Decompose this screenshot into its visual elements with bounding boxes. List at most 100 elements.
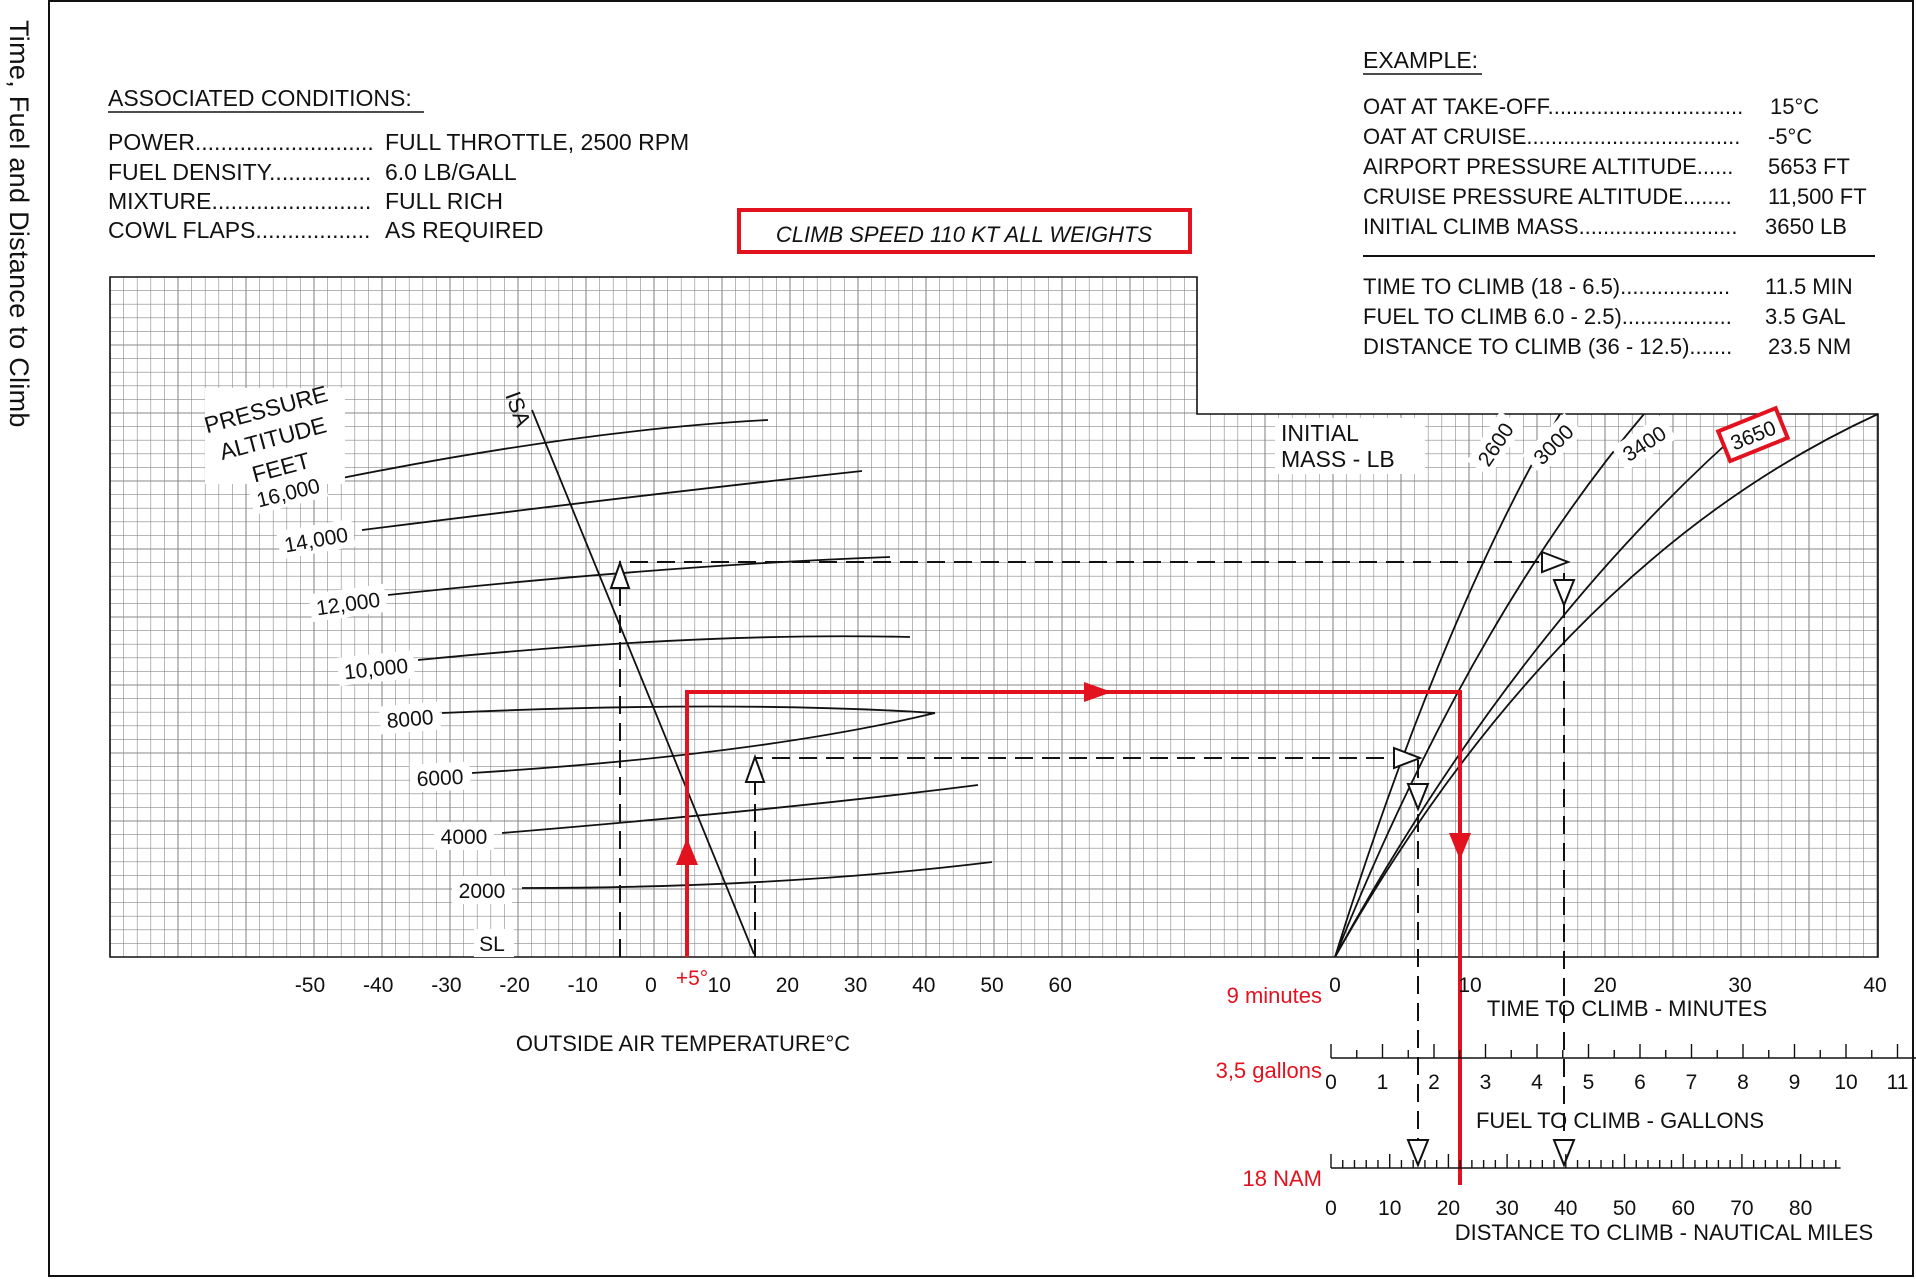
example-result-value: 23.5 NM — [1768, 334, 1851, 359]
time-axis-label: TIME TO CLIMB - MINUTES — [1487, 996, 1767, 1021]
red-time-note: 9 minutes — [1227, 983, 1322, 1008]
mass-curve-3400 — [1334, 413, 1761, 958]
altitude-labels: 16,000 14,000 12,000 10,000 8000 6000 40… — [247, 469, 514, 957]
distance-tick-label: 60 — [1672, 1197, 1695, 1220]
fuel-tick-label: 3 — [1480, 1071, 1492, 1094]
distance-tick-label: 40 — [1554, 1197, 1577, 1220]
altitude-curve-8000 — [441, 705, 936, 714]
altitude-title-bg — [205, 388, 345, 484]
mass-curve-2600 — [1334, 413, 1561, 958]
red-temperature-note: +5° — [676, 967, 708, 990]
altitude-curve-4000 — [501, 784, 979, 834]
condition-value: FULL RICH — [385, 188, 503, 214]
climb-speed-label: CLIMB SPEED 110 KT ALL WEIGHTS — [776, 222, 1152, 247]
distance-tick-label: 20 — [1437, 1197, 1460, 1220]
oat-axis-label: OUTSIDE AIR TEMPERATURE°C — [516, 1031, 850, 1056]
chart-grid — [109, 276, 1879, 958]
example-label: INITIAL CLIMB MASS......................… — [1363, 214, 1737, 239]
time-tick-label: 0 — [1329, 974, 1341, 997]
example-result-label: DISTANCE TO CLIMB (36 - 12.5)....... — [1363, 334, 1732, 359]
fuel-tick-label: 0 — [1325, 1071, 1337, 1094]
distance-tick-label: 30 — [1495, 1197, 1518, 1220]
red-fuel-note: 3,5 gallons — [1216, 1058, 1322, 1083]
distance-tick-label: 10 — [1378, 1197, 1401, 1220]
fuel-tick-label: 9 — [1789, 1071, 1801, 1094]
fuel-tick-label: 11 — [1887, 1071, 1909, 1094]
example-label: AIRPORT PRESSURE ALTITUDE...... — [1363, 154, 1733, 179]
mass-curve-3000 — [1334, 413, 1645, 958]
distance-tick-label: 70 — [1730, 1197, 1753, 1220]
altitude-label-10000: 10,000 — [336, 650, 416, 686]
svg-text:8000: 8000 — [386, 706, 435, 733]
altitude-curve-2000 — [521, 861, 993, 889]
oat-tick-label: -10 — [568, 974, 598, 997]
condition-value: 6.0 LB/GALL — [385, 159, 517, 185]
mass-label-2600: 2600 — [1466, 411, 1524, 477]
mass-title-line: INITIAL — [1281, 420, 1359, 446]
svg-text:SL: SL — [479, 933, 505, 956]
example-arrowheads — [609, 550, 1576, 1168]
distance-tick-label: 0 — [1325, 1197, 1337, 1220]
example-result-value: 11.5 MIN — [1765, 274, 1853, 299]
oat-tick-label: -50 — [295, 974, 325, 997]
oat-tick-label: 10 — [708, 974, 731, 997]
example-result-label: FUEL TO CLIMB 6.0 - 2.5)................… — [1363, 304, 1732, 329]
side-title: Time, Fuel and Distance to Climb — [4, 20, 34, 428]
oat-tick-label: 40 — [912, 974, 935, 997]
oat-tick-label: -30 — [431, 974, 461, 997]
svg-text:2000: 2000 — [459, 880, 506, 903]
svg-text:4000: 4000 — [441, 826, 488, 849]
mass-curves — [1334, 413, 1879, 958]
condition-label: MIXTURE......................... — [108, 188, 371, 214]
altitude-curve-14000 — [361, 470, 863, 531]
altitude-label-4000: 4000 — [434, 822, 494, 850]
climb-speed-box: CLIMB SPEED 110 KT ALL WEIGHTS — [737, 208, 1192, 254]
mass-title: INITIAL MASS - LB — [1275, 418, 1425, 474]
isa-line — [531, 409, 755, 955]
red-solution-path — [676, 682, 1471, 1185]
oat-tick-label: 60 — [1049, 974, 1072, 997]
example-value: 15°C — [1770, 94, 1819, 119]
altitude-label-sl: SL — [474, 929, 514, 957]
altitude-curve-6000 — [471, 712, 936, 774]
condition-value: AS REQUIRED — [385, 217, 543, 243]
altitude-label-6000: 6000 — [409, 761, 471, 793]
condition-label: POWER............................ — [108, 129, 374, 155]
example-label: OAT AT CRUISE...........................… — [1363, 124, 1740, 149]
fuel-tick-label: 1 — [1377, 1071, 1389, 1094]
altitude-title: PRESSURE ALTITUDE FEET — [201, 380, 345, 487]
mass-curve-3650 — [1334, 413, 1879, 958]
fuel-tick-label: 2 — [1428, 1071, 1440, 1094]
example-value: 5653 FT — [1768, 154, 1850, 179]
example-result-value: 3.5 GAL — [1765, 304, 1846, 329]
chart-axes: -50 -40 -30 -20 -10 0 10 20 30 40 50 60 0 10 20 30 400 1 2… — [295, 974, 1916, 1220]
fuel-tick-label: 10 — [1834, 1071, 1857, 1094]
altitude-curve-12000 — [387, 556, 891, 596]
example-value: 11,500 FT — [1768, 184, 1867, 209]
fuel-tick-label: 7 — [1686, 1071, 1698, 1094]
altitude-label-2000: 2000 — [452, 876, 512, 904]
example-block: EXAMPLE: OAT AT TAKE-OFF................… — [1363, 47, 1875, 359]
condition-value: FULL THROTTLE, 2500 RPM — [385, 129, 689, 155]
mass-curve-labels: 2600 3000 3400 3650 — [1466, 405, 1791, 477]
time-tick-label: 40 — [1863, 974, 1886, 997]
example-label: OAT AT TAKE-OFF.........................… — [1363, 94, 1743, 119]
grid-border — [109, 276, 1879, 958]
fuel-tick-label: 8 — [1737, 1071, 1749, 1094]
oat-tick-label: 20 — [776, 974, 799, 997]
time-tick-label: 30 — [1728, 974, 1751, 997]
oat-tick-label: 0 — [645, 974, 657, 997]
altitude-label-8000: 8000 — [378, 701, 442, 735]
example-label: CRUISE PRESSURE ALTITUDE........ — [1363, 184, 1732, 209]
mass-label-3650: 3650 — [1715, 405, 1791, 464]
associated-conditions-heading: ASSOCIATED CONDITIONS: — [108, 85, 412, 111]
mass-label-3400: 3400 — [1611, 414, 1677, 472]
fuel-tick-label: 4 — [1531, 1071, 1543, 1094]
altitude-curve-16000 — [331, 419, 769, 481]
altitude-label-14000: 14,000 — [276, 518, 356, 560]
oat-tick-label: 50 — [980, 974, 1003, 997]
associated-conditions: ASSOCIATED CONDITIONS: POWER............… — [108, 85, 689, 243]
red-distance-note: 18 NAM — [1243, 1166, 1322, 1191]
oat-tick-label: 30 — [844, 974, 867, 997]
time-tick-label: 10 — [1458, 974, 1481, 997]
